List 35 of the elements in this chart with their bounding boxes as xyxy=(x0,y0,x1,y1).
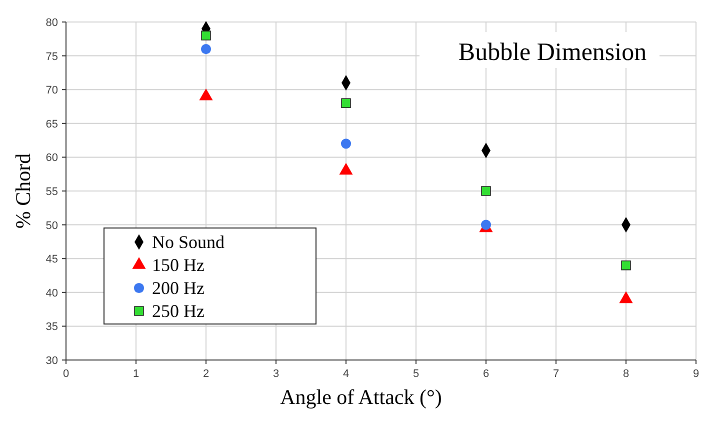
y-tick-label: 50 xyxy=(46,220,58,232)
x-tick-label: 1 xyxy=(132,368,140,380)
y-tick-label: 80 xyxy=(46,17,58,29)
point xyxy=(201,30,211,40)
point xyxy=(481,186,491,196)
y-tick-label: 65 xyxy=(46,118,58,130)
y-tick-label: 70 xyxy=(46,84,58,97)
x-tick-label: 9 xyxy=(692,368,700,380)
x-tick-label: 7 xyxy=(552,368,560,380)
x-tick-label: 4 xyxy=(342,368,350,380)
y-tick-label: 45 xyxy=(46,254,58,266)
legend-label: No Sound xyxy=(152,232,225,252)
x-tick-label: 3 xyxy=(272,368,280,380)
legend-label: 250 Hz xyxy=(152,301,204,321)
text: Bubble Dimension xyxy=(458,39,648,66)
x-tick-label: 8 xyxy=(622,368,630,380)
x-tick-label: 0 xyxy=(62,368,70,380)
point xyxy=(480,220,492,230)
y-tick-label: 75 xyxy=(46,50,58,63)
point xyxy=(340,138,352,149)
point xyxy=(200,44,212,54)
x-tick-label: 2 xyxy=(202,368,210,380)
x-axis-title: Angle of Attack (°) xyxy=(280,385,442,409)
point xyxy=(341,98,351,108)
y-tick-label: 55 xyxy=(46,186,58,198)
point xyxy=(621,260,631,270)
y-tick-label: 60 xyxy=(46,152,58,164)
x-tick-label: 5 xyxy=(412,368,420,380)
legend-label: 200 Hz xyxy=(152,278,204,298)
x-tick-label: 6 xyxy=(482,368,490,380)
y-tick-label: 30 xyxy=(46,355,58,367)
y-tick-label: 35 xyxy=(46,321,58,334)
y-tick-label: 40 xyxy=(46,287,58,300)
legend-label: 150 Hz xyxy=(152,255,204,275)
y-axis-title: % Chord xyxy=(11,152,35,229)
